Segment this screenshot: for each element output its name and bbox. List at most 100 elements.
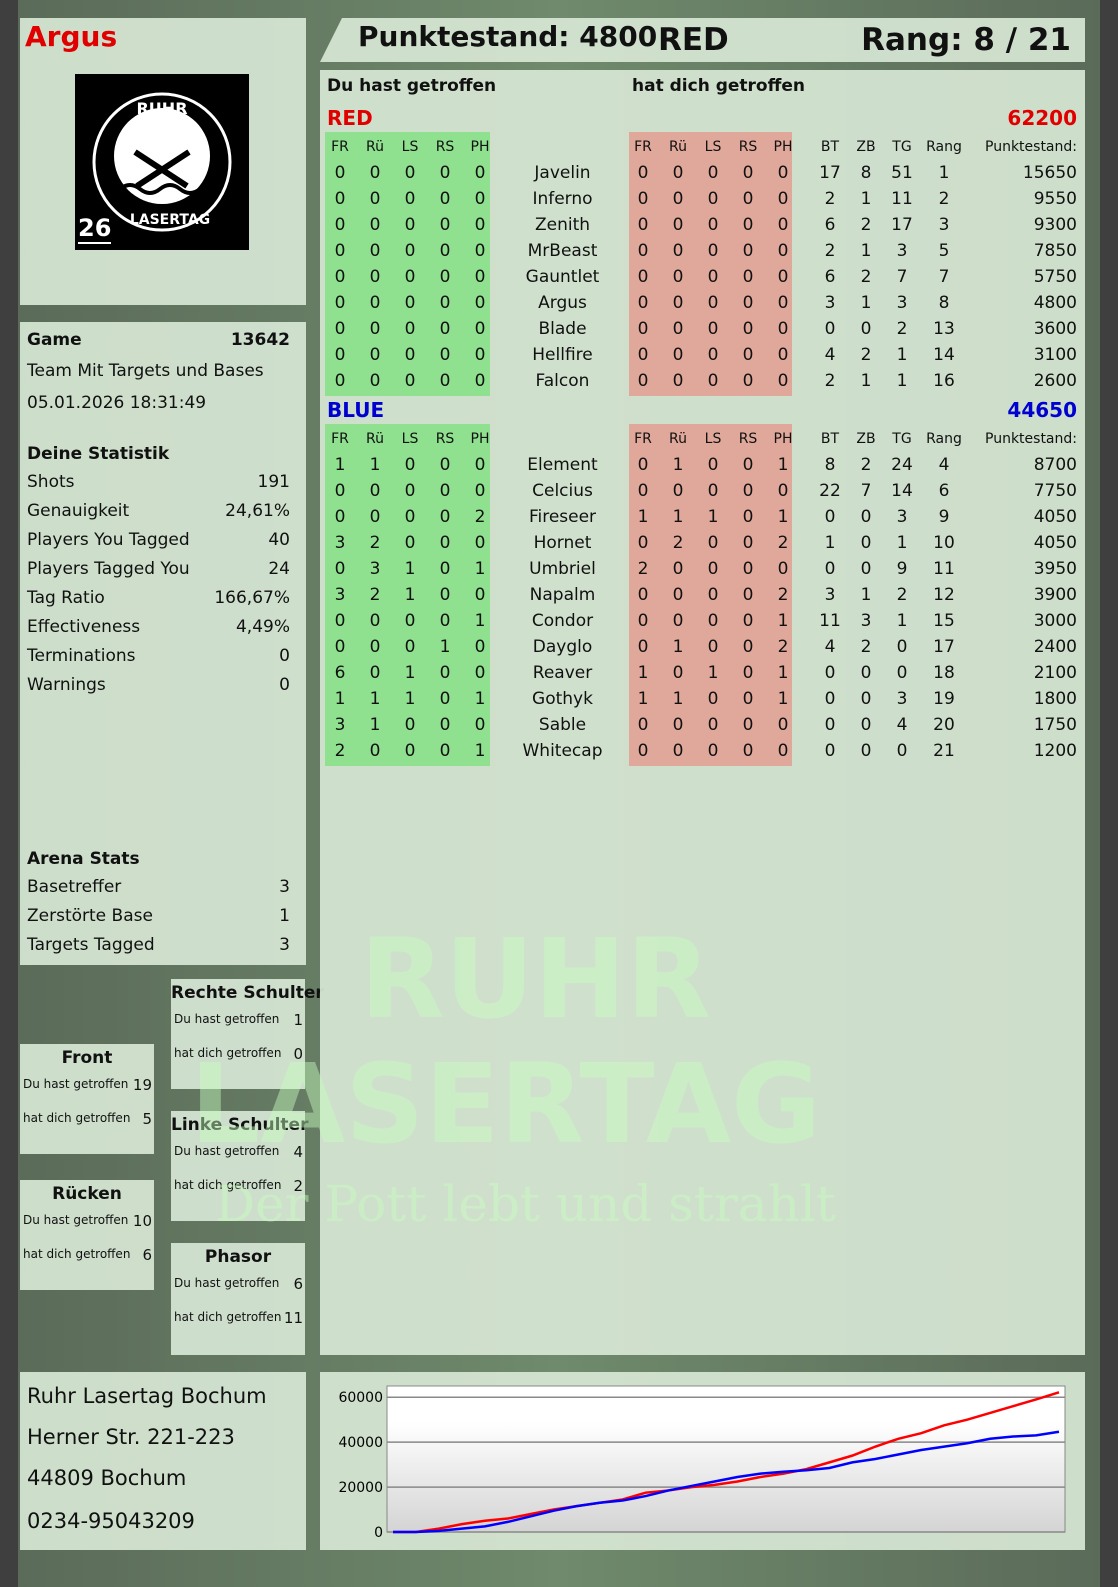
hit-you-cell: 0 [742, 345, 754, 365]
hit-you-cell: 0 [707, 637, 719, 657]
hit-you-cell: 0 [672, 559, 684, 579]
hit-you-cell: 0 [672, 345, 684, 365]
stat-cell: 2 [860, 345, 872, 365]
stat-label: Players You Tagged [27, 530, 190, 550]
col-header: RS [435, 431, 455, 447]
stat-cell: 2 [938, 189, 950, 209]
you-hit-cell: 1 [439, 637, 451, 657]
player-name: Whitecap [522, 741, 603, 761]
you-hit-cell: 0 [369, 163, 381, 183]
hit-you-cell: 1 [777, 663, 789, 683]
you-hit-cell: 0 [439, 267, 451, 287]
stat-cell: 0 [860, 663, 872, 683]
you-hit-cell: 0 [439, 507, 451, 527]
zone-hit-value: 10 [132, 1212, 152, 1230]
hit-you-cell: 0 [742, 585, 754, 605]
hit-you-cell: 1 [707, 507, 719, 527]
you-hit-cell: 2 [369, 585, 381, 605]
hit-you-cell: 0 [742, 741, 754, 761]
hit-you-cell: 0 [672, 241, 684, 261]
you-hit-cell: 0 [334, 611, 346, 631]
you-hit-cell: 0 [369, 611, 381, 631]
arena-title: Arena Stats [27, 849, 140, 869]
stat-cell: 18 [933, 663, 955, 683]
you-hit-cell: 3 [334, 585, 346, 605]
player-name: MrBeast [527, 241, 598, 261]
player-panel: Argus RUHR LASERTAG 26 [20, 18, 306, 305]
hit-you-cell: 0 [742, 189, 754, 209]
zone-got-value: 0 [293, 1045, 303, 1063]
player-score: 3900 [1033, 585, 1077, 605]
you-hit-cell: 0 [439, 715, 451, 735]
you-hit-cell: 0 [404, 455, 416, 475]
stat-cell: 0 [860, 741, 872, 761]
red-team-line [393, 1391, 1060, 1534]
you-hit-label: Du hast getroffen [327, 76, 497, 96]
you-hit-cell: 0 [439, 689, 451, 709]
you-hit-cell: 0 [334, 189, 346, 209]
you-hit-cell: 0 [404, 741, 416, 761]
hit-you-cell: 0 [637, 319, 649, 339]
you-hit-cell: 0 [404, 533, 416, 553]
hit-you-cell: 0 [742, 241, 754, 261]
stat-cell: 2 [824, 371, 836, 391]
game-id: 13642 [230, 330, 290, 350]
col-header: FR [634, 431, 652, 447]
stat-label: Effectiveness [27, 617, 141, 637]
you-hit-cell: 0 [369, 663, 381, 683]
stat-cell: 2 [860, 215, 872, 235]
stat-cell: 17 [891, 215, 913, 235]
game-stats-panel: Game 13642 Team Mit Targets und Bases 05… [20, 322, 306, 965]
hit-you-cell: 0 [777, 163, 789, 183]
blue-team-line [393, 1430, 1060, 1534]
stat-cell: 3 [824, 293, 836, 313]
stat-cell: 0 [860, 689, 872, 709]
stat-cell: 1 [860, 585, 872, 605]
zone-title: Front [61, 1048, 113, 1068]
stat-cell: 9 [896, 559, 908, 579]
stat-cell: 2 [824, 241, 836, 261]
stat-cell: 0 [896, 663, 908, 683]
stats-title: Deine Statistik [27, 444, 170, 464]
stat-cell: 2 [896, 585, 908, 605]
player-score: 4800 [1033, 293, 1077, 313]
stat-cell: 0 [860, 559, 872, 579]
stat-label: Genauigkeit [27, 501, 130, 521]
stat-cell: 1 [896, 611, 908, 631]
stat-cell: 3 [896, 241, 908, 261]
stat-cell: 0 [824, 559, 836, 579]
hit-you-cell: 0 [742, 533, 754, 553]
stat-cell: 2 [896, 319, 908, 339]
hit-you-cell: 0 [742, 293, 754, 313]
player-name: Element [527, 455, 598, 475]
col-header: ZB [856, 431, 876, 447]
logo-number: 26 [78, 214, 112, 244]
you-hit-cell: 3 [334, 715, 346, 735]
hit-you-cell: 0 [672, 293, 684, 313]
stat-cell: 0 [860, 319, 872, 339]
zone-hit-label: Du hast getroffen [23, 1077, 129, 1091]
you-hit-cell: 0 [474, 241, 486, 261]
hit-you-cell: 0 [707, 293, 719, 313]
you-hit-cell: 1 [334, 689, 346, 709]
you-hit-cell: 0 [439, 371, 451, 391]
stat-cell: 0 [860, 715, 872, 735]
hit-you-cell: 0 [742, 715, 754, 735]
hit-you-cell: 0 [707, 481, 719, 501]
address-panel: Ruhr Lasertag Bochum Herner Str. 221-223… [20, 1372, 306, 1550]
zone-got-label: hat dich getroffen [174, 1178, 282, 1192]
team-name-blue: BLUE [327, 398, 385, 422]
zone-title: Phasor [204, 1247, 272, 1267]
hit-you-cell: 0 [637, 611, 649, 631]
you-hit-cell: 0 [474, 293, 486, 313]
you-hit-cell: 0 [404, 215, 416, 235]
you-hit-cell: 0 [404, 611, 416, 631]
player-score: 5750 [1033, 267, 1077, 287]
player-score: 15650 [1022, 163, 1077, 183]
stat-value: 191 [257, 472, 290, 492]
arena-stat-value: 3 [279, 877, 290, 897]
player-score: 1800 [1033, 689, 1077, 709]
hit-you-cell: 0 [777, 241, 789, 261]
stat-cell: 8 [938, 293, 950, 313]
you-hit-cell: 0 [404, 267, 416, 287]
